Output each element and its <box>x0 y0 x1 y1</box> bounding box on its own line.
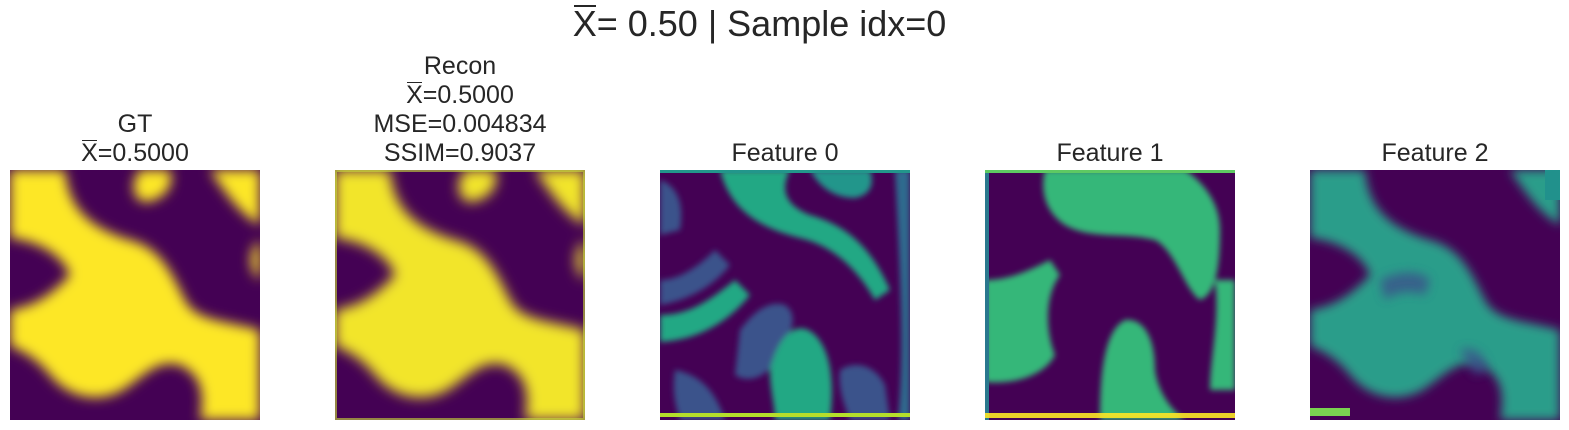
x-bar-symbol: X <box>81 139 98 167</box>
figure-suptitle: X= 0.50 | Sample idx=0 <box>0 4 1519 44</box>
feature-0-image <box>660 170 910 420</box>
recon-label: Recon <box>423 52 497 80</box>
x-bar-symbol: X <box>572 3 597 44</box>
feature-1-title: Feature 1 <box>925 139 1295 168</box>
feature-2-label: Feature 2 <box>1381 139 1489 167</box>
recon-ssim: SSIM=0.9037 <box>383 139 537 167</box>
feature-1-label: Feature 1 <box>1056 139 1164 167</box>
panel-gt-title: GT X=0.5000 <box>0 110 320 168</box>
panel-recon: Recon X=0.5000 MSE=0.004834 SSIM=0.9037 <box>335 0 585 430</box>
panel-recon-title: Recon X=0.5000 MSE=0.004834 SSIM=0.9037 <box>275 52 645 168</box>
suptitle-text: = 0.50 | Sample idx=0 <box>596 3 947 44</box>
panel-gt: GT X=0.5000 <box>10 0 260 430</box>
gt-label: GT <box>117 110 153 138</box>
recon-metric-value: =0.5000 <box>422 81 514 109</box>
x-bar-symbol: X <box>406 81 423 109</box>
recon-image <box>335 170 585 420</box>
feature-1-image <box>985 170 1235 420</box>
recon-mse: MSE=0.004834 <box>373 110 547 138</box>
feature-2-image <box>1310 170 1560 420</box>
gt-image <box>10 170 260 420</box>
panel-feature-1: Feature 1 <box>985 0 1235 430</box>
feature-0-label: Feature 0 <box>731 139 839 167</box>
feature-2-title: Feature 2 <box>1250 139 1569 168</box>
feature-0-title: Feature 0 <box>600 139 970 168</box>
recon-metric: X=0.5000 <box>275 81 645 110</box>
gt-metric-value: =0.5000 <box>97 139 189 167</box>
panel-feature-0: Feature 0 <box>660 0 910 430</box>
gt-metric: X=0.5000 <box>0 139 320 168</box>
panel-feature-2: Feature 2 <box>1310 0 1560 430</box>
